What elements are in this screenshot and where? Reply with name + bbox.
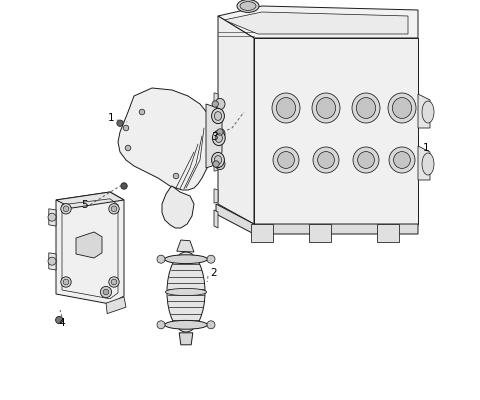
Polygon shape: [218, 6, 418, 38]
Ellipse shape: [165, 320, 207, 329]
Ellipse shape: [240, 2, 256, 10]
Circle shape: [103, 289, 109, 295]
Polygon shape: [106, 297, 126, 314]
Ellipse shape: [318, 152, 335, 168]
Ellipse shape: [215, 156, 222, 164]
Circle shape: [212, 101, 218, 107]
Circle shape: [213, 161, 219, 167]
Ellipse shape: [353, 147, 379, 173]
Text: 1: 1: [423, 143, 430, 153]
Polygon shape: [216, 204, 418, 234]
Ellipse shape: [215, 128, 225, 140]
Polygon shape: [214, 157, 218, 171]
Ellipse shape: [394, 152, 410, 168]
Ellipse shape: [215, 134, 222, 142]
Circle shape: [123, 125, 129, 131]
Text: 2: 2: [211, 268, 217, 278]
Ellipse shape: [237, 0, 259, 12]
Polygon shape: [214, 210, 218, 228]
Circle shape: [157, 255, 165, 263]
Ellipse shape: [422, 153, 434, 175]
Circle shape: [48, 257, 56, 265]
Polygon shape: [118, 88, 216, 190]
Circle shape: [63, 279, 69, 285]
Text: 1: 1: [108, 113, 115, 123]
Polygon shape: [206, 104, 222, 168]
Polygon shape: [251, 224, 273, 242]
Polygon shape: [214, 189, 218, 203]
Circle shape: [139, 109, 145, 115]
Circle shape: [100, 286, 111, 298]
Ellipse shape: [215, 98, 225, 110]
Circle shape: [56, 316, 63, 324]
Polygon shape: [56, 192, 124, 208]
Circle shape: [217, 129, 223, 135]
Ellipse shape: [215, 112, 222, 120]
Ellipse shape: [166, 288, 206, 296]
Polygon shape: [214, 93, 218, 107]
Ellipse shape: [276, 98, 296, 118]
Circle shape: [48, 213, 56, 221]
Ellipse shape: [393, 98, 412, 118]
Polygon shape: [254, 38, 418, 224]
Ellipse shape: [273, 147, 299, 173]
Circle shape: [117, 120, 123, 126]
Polygon shape: [418, 94, 430, 128]
Circle shape: [111, 206, 117, 212]
Ellipse shape: [212, 152, 225, 168]
Polygon shape: [76, 232, 102, 258]
Ellipse shape: [389, 147, 415, 173]
Polygon shape: [309, 224, 331, 242]
Ellipse shape: [358, 152, 374, 168]
Circle shape: [111, 279, 117, 285]
Polygon shape: [177, 240, 194, 252]
Ellipse shape: [165, 255, 207, 264]
Circle shape: [63, 206, 69, 212]
Polygon shape: [179, 333, 193, 345]
Circle shape: [125, 145, 131, 151]
Circle shape: [109, 204, 119, 214]
Polygon shape: [49, 253, 56, 270]
Ellipse shape: [356, 98, 376, 118]
Circle shape: [173, 173, 179, 179]
Text: 4: 4: [59, 318, 65, 328]
Ellipse shape: [272, 93, 300, 123]
Polygon shape: [377, 224, 399, 242]
Ellipse shape: [167, 252, 205, 332]
Polygon shape: [162, 186, 194, 228]
Polygon shape: [56, 192, 124, 304]
Ellipse shape: [316, 98, 336, 118]
Circle shape: [157, 321, 165, 329]
Ellipse shape: [422, 101, 434, 123]
Text: 3: 3: [211, 132, 217, 142]
Polygon shape: [224, 12, 408, 34]
Polygon shape: [418, 146, 430, 180]
Ellipse shape: [352, 93, 380, 123]
Circle shape: [109, 277, 119, 287]
Ellipse shape: [313, 147, 339, 173]
Text: 5: 5: [82, 200, 88, 210]
Circle shape: [121, 183, 127, 189]
Polygon shape: [218, 16, 254, 224]
Ellipse shape: [215, 158, 225, 170]
Circle shape: [207, 255, 215, 263]
Circle shape: [207, 321, 215, 329]
Ellipse shape: [277, 152, 294, 168]
Polygon shape: [214, 125, 218, 139]
Polygon shape: [49, 209, 56, 226]
Ellipse shape: [213, 130, 225, 146]
Circle shape: [61, 277, 71, 287]
Circle shape: [61, 204, 71, 214]
Ellipse shape: [312, 93, 340, 123]
Ellipse shape: [388, 93, 416, 123]
Ellipse shape: [212, 108, 225, 124]
